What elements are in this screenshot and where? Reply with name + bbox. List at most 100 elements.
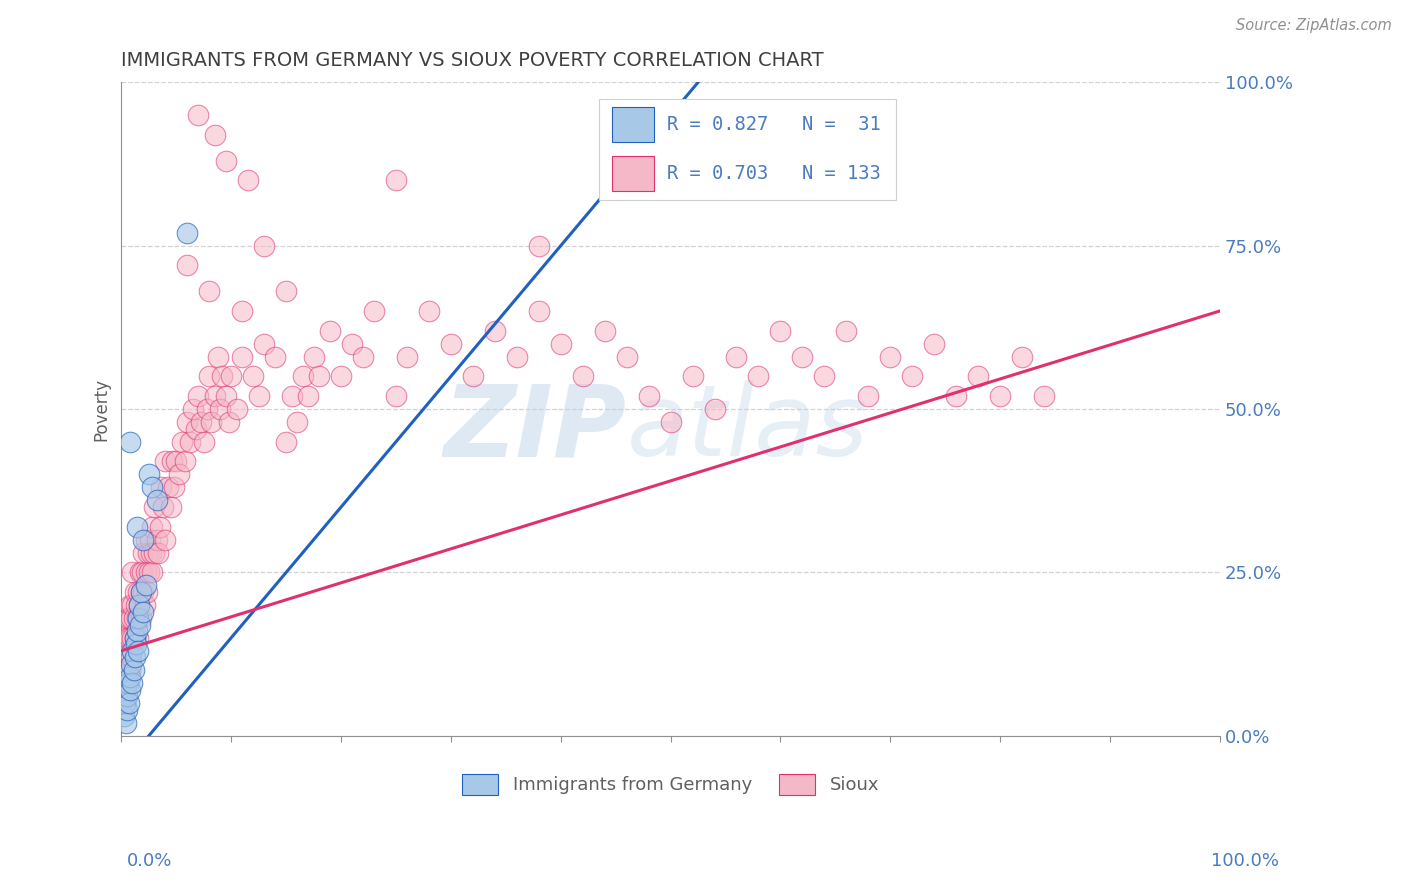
Legend: Immigrants from Germany, Sioux: Immigrants from Germany, Sioux [456,766,886,802]
Point [125,624,148,639]
Point [198,369,221,384]
Point [385,389,408,403]
Point [127,611,149,625]
Point [308,369,330,384]
Text: ZIP: ZIP [444,380,627,477]
Point [127,631,149,645]
Point [163,480,186,494]
Text: Source: ZipAtlas.com: Source: ZipAtlas.com [1236,18,1392,33]
Point [215,389,238,403]
Point [231,350,253,364]
Point [114,650,136,665]
FancyBboxPatch shape [599,99,896,200]
Point [149,519,172,533]
Point [149,480,172,494]
Point [121,644,143,658]
Point [132,585,155,599]
Point [769,324,792,338]
Point [682,369,704,384]
Point [114,696,136,710]
Point [120,650,142,665]
Point [659,415,682,429]
Point [115,702,138,716]
Point [132,546,155,560]
Point [120,631,142,645]
Point [319,324,342,338]
Point [1033,389,1056,403]
Point [135,533,157,547]
Point [128,598,150,612]
Point [176,415,198,429]
Point [200,415,222,429]
Point [527,304,550,318]
Point [280,389,302,403]
Point [121,631,143,645]
Point [114,715,136,730]
Point [131,566,153,580]
Point [122,611,145,625]
Point [247,389,270,403]
Point [231,304,253,318]
Point [127,585,149,599]
Text: 0.0%: 0.0% [127,852,172,870]
Point [792,350,814,364]
Point [198,285,221,299]
Point [176,258,198,272]
Point [132,605,155,619]
Point [124,650,146,665]
Y-axis label: Poverty: Poverty [93,377,110,441]
Point [219,369,242,384]
Point [129,566,152,580]
Point [141,480,163,494]
Point [115,611,138,625]
Point [125,598,148,612]
Point [122,664,145,678]
Point [120,670,142,684]
Point [190,415,212,429]
Point [858,389,880,403]
Point [132,533,155,547]
Point [121,598,143,612]
Point [129,617,152,632]
Point [352,350,374,364]
Point [291,369,314,384]
FancyBboxPatch shape [613,106,654,143]
Point [135,585,157,599]
Point [115,676,138,690]
Point [747,369,769,384]
Point [128,598,150,612]
Point [215,153,238,168]
Point [461,369,484,384]
Point [988,389,1011,403]
Point [145,533,167,547]
Point [211,369,233,384]
FancyBboxPatch shape [613,155,654,192]
Point [176,226,198,240]
Point [484,324,506,338]
Point [330,369,353,384]
Point [236,173,259,187]
Point [725,350,748,364]
Point [297,389,319,403]
Point [264,350,287,364]
Point [184,422,207,436]
Point [165,454,187,468]
Point [155,533,177,547]
Point [124,631,146,645]
Point [141,566,163,580]
Point [879,350,901,364]
Point [276,285,298,299]
Point [129,585,152,599]
Point [550,336,572,351]
Point [418,304,440,318]
Point [593,324,616,338]
Point [395,350,418,364]
Text: 100.0%: 100.0% [1212,852,1279,870]
Point [115,644,138,658]
Point [440,336,463,351]
Point [121,566,143,580]
Point [121,676,143,690]
Point [120,657,142,671]
Point [124,585,146,599]
Point [160,500,183,514]
